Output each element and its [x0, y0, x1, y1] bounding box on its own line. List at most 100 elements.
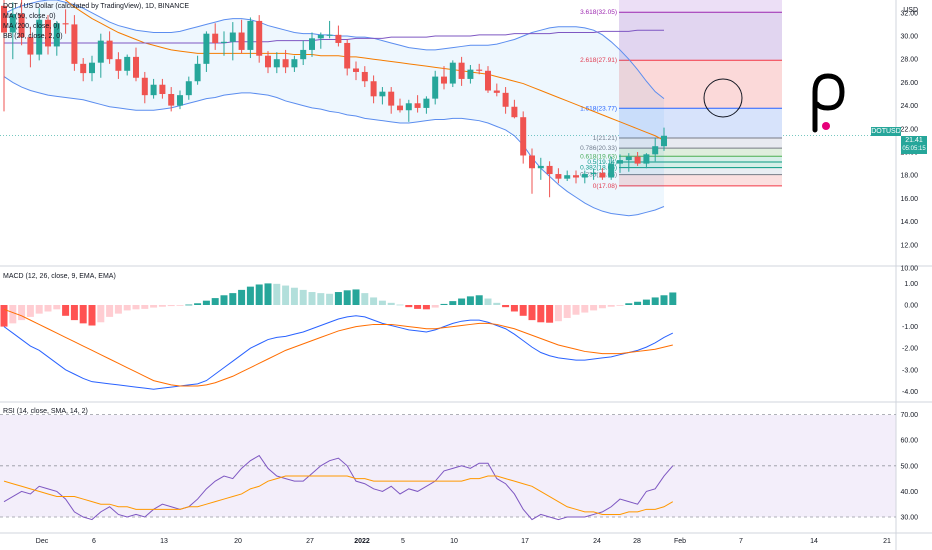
- rsi-tick-label: 50.00: [900, 463, 918, 470]
- rsi-pane: [3, 454, 674, 521]
- candle-body: [124, 56, 131, 71]
- symbol-tag: DOTUSD: [871, 127, 901, 136]
- macd-histogram-bar: [150, 305, 158, 308]
- fib-zone: [619, 161, 782, 168]
- bollinger-bands: [3, 0, 665, 217]
- rsi-tick-label: 30.00: [900, 515, 918, 522]
- candle-body: [300, 49, 307, 60]
- candle-body: [599, 172, 606, 178]
- macd-tick-label: -1.00: [902, 324, 918, 331]
- macd-histogram-bar: [343, 290, 351, 305]
- fib-zone: [619, 174, 782, 186]
- fib-level-label: 0(17.08): [593, 183, 617, 190]
- macd-histogram-bar: [70, 305, 78, 321]
- macd-histogram-bar: [493, 302, 501, 305]
- price-tick-label: 16.00: [900, 196, 918, 203]
- macd-histogram-bar: [546, 305, 554, 323]
- candle-body: [89, 62, 95, 74]
- price-tick-label: 28.00: [900, 57, 918, 64]
- macd-histogram-bar: [370, 297, 378, 305]
- macd-histogram-bar: [642, 299, 650, 305]
- macd-histogram-bar: [62, 305, 70, 316]
- macd-histogram-bar: [18, 305, 26, 321]
- candle-body: [617, 160, 623, 164]
- fib-zone: [619, 12, 782, 61]
- fib-level-label: 1.618(23.77): [580, 105, 617, 112]
- candle-body: [309, 38, 315, 50]
- candle-body: [97, 40, 104, 63]
- time-axis-label: 21: [883, 538, 891, 545]
- candle-body: [282, 59, 289, 68]
- moving-averages: [4, 0, 665, 141]
- macd-histogram-bar: [317, 293, 325, 305]
- candle-body: [493, 90, 500, 93]
- macd-tick-label: -3.00: [902, 367, 918, 374]
- candle-body: [379, 91, 386, 97]
- macd-histogram-bar: [106, 305, 114, 317]
- candle-body: [441, 76, 447, 84]
- fib-level-label: 0.618(19.63): [580, 153, 617, 160]
- macd-histogram-bar: [44, 305, 52, 312]
- macd-histogram-bar: [238, 289, 246, 305]
- candle-body: [458, 62, 465, 79]
- candle-body: [9, 13, 16, 33]
- time-axis-label: Feb: [674, 538, 686, 545]
- fib-zone: [619, 108, 782, 138]
- candle-body: [141, 77, 148, 96]
- macd-histogram-bar: [290, 287, 298, 305]
- bb-legend: BB (20, close, 2, 0): [3, 33, 63, 40]
- price-tick-label: 24.00: [900, 103, 918, 110]
- candle-body: [238, 32, 245, 50]
- candle-body: [53, 23, 60, 47]
- candle-body: [520, 117, 527, 156]
- candle-body: [608, 163, 615, 178]
- macd-histogram-bar: [97, 305, 105, 323]
- candle-body: [265, 55, 271, 68]
- macd-histogram-bar: [651, 297, 659, 305]
- macd-histogram-bar: [53, 305, 61, 310]
- macd-histogram-bar: [387, 302, 395, 305]
- macd-histogram-bar: [537, 305, 545, 323]
- macd-histogram-bar: [26, 305, 34, 317]
- macd-histogram-bar: [123, 305, 131, 311]
- macd-histogram-bar: [132, 305, 140, 310]
- price-tick-label: 12.00: [900, 242, 918, 249]
- candle-body: [256, 20, 263, 56]
- time-axis-label: 5: [401, 538, 405, 545]
- macd-histogram-bar: [458, 298, 466, 305]
- candle-body: [581, 174, 588, 178]
- macd-histogram-bar: [449, 301, 457, 305]
- macd-histogram-bar: [572, 305, 580, 315]
- macd-histogram-bar: [598, 305, 606, 309]
- macd-histogram-bar: [405, 305, 413, 308]
- candle-body: [27, 37, 34, 55]
- macd-histogram-bar: [475, 295, 483, 305]
- bb-fill: [4, 0, 664, 216]
- fib-zone: [619, 137, 782, 149]
- candle-body: [221, 41, 227, 43]
- time-axis-label: 27: [306, 538, 314, 545]
- candle-body: [449, 62, 456, 84]
- macd-histogram-bar: [361, 293, 369, 305]
- macd-histogram-bar: [466, 296, 474, 305]
- candle-body: [573, 175, 579, 178]
- macd-histogram-bar: [519, 305, 527, 316]
- candle-body: [18, 13, 25, 38]
- candle-body: [353, 68, 359, 72]
- candle-body: [432, 76, 439, 99]
- candle-body: [423, 98, 430, 108]
- axes: 32.0030.0028.0026.0024.0022.0020.0018.00…: [36, 7, 918, 545]
- bb-lower-line: [3, 76, 665, 217]
- macd-histogram-bar: [211, 298, 219, 305]
- candle-body: [212, 33, 219, 43]
- price-tick-label: 10.00: [900, 266, 918, 273]
- macd-histogram-bar: [308, 292, 316, 305]
- macd-histogram-bar: [79, 305, 87, 324]
- time-axis-label: 2022: [354, 538, 370, 545]
- candle-body: [247, 20, 254, 50]
- price-tick-label: 14.00: [900, 219, 918, 226]
- candle-body: [511, 106, 518, 118]
- candle-body: [529, 155, 535, 169]
